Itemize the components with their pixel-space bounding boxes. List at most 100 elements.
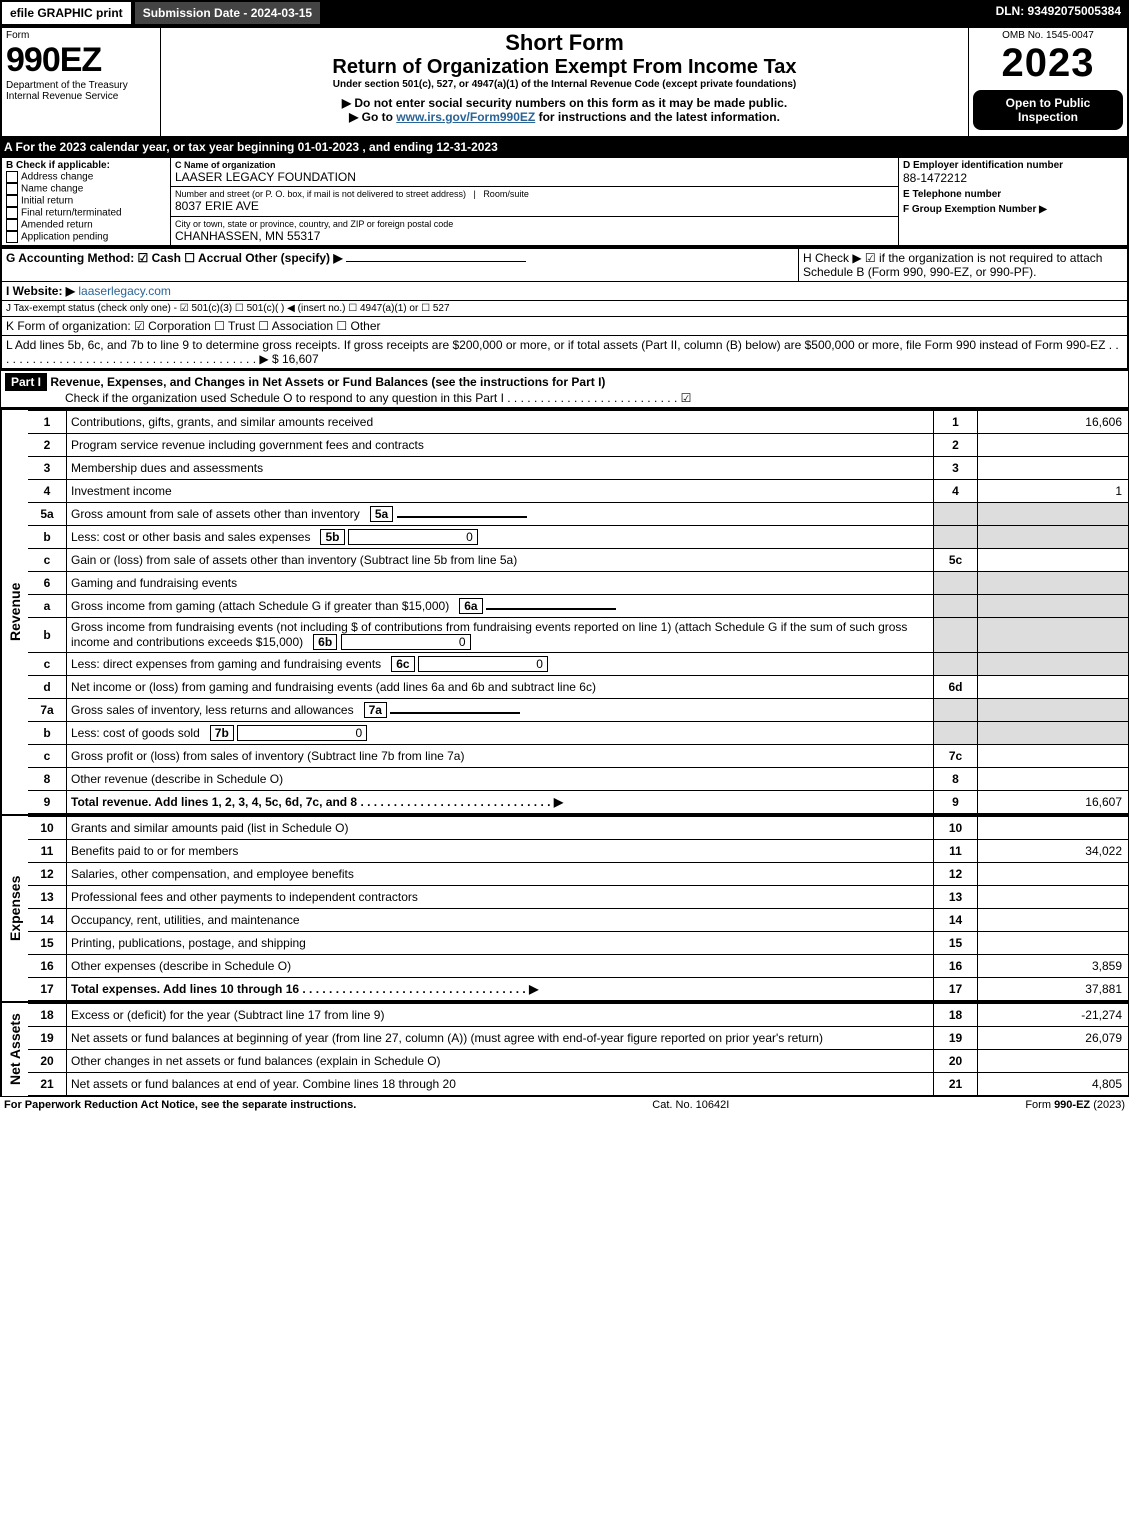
goto-link[interactable]: ▶ Go to www.irs.gov/Form990EZ for instru…	[165, 110, 964, 124]
line-6a-val-shade	[978, 595, 1129, 618]
tax-year: 2023	[973, 41, 1123, 86]
line-10-desc: Grants and similar amounts paid (list in…	[67, 817, 934, 840]
netassets-vlabel: Net Assets	[0, 1003, 28, 1096]
line-17-box: 17	[934, 978, 978, 1001]
checkbox-name-change[interactable]	[6, 183, 18, 195]
line-13-box: 13	[934, 886, 978, 909]
checkbox-initial-return[interactable]	[6, 195, 18, 207]
box-f-label: F Group Exemption Number ▶	[903, 204, 1123, 215]
line-20-desc: Other changes in net assets or fund bala…	[67, 1050, 934, 1073]
line-14-num: 14	[28, 909, 67, 932]
line-21-num: 21	[28, 1073, 67, 1096]
line-17-desc: Total expenses. Add lines 10 through 16 …	[67, 978, 934, 1001]
line-6a-subval	[486, 608, 616, 610]
line-21-box: 21	[934, 1073, 978, 1096]
line-15-val	[978, 932, 1129, 955]
line-12-num: 12	[28, 863, 67, 886]
line-14-box: 14	[934, 909, 978, 932]
part1-bar: Part I	[5, 373, 47, 391]
line-19-num: 19	[28, 1027, 67, 1050]
line-7a-sub: 7a	[364, 702, 387, 718]
line-5b-num: b	[28, 526, 67, 549]
checkbox-final-return[interactable]	[6, 207, 18, 219]
revenue-vlabel: Revenue	[0, 410, 28, 814]
line-1-box: 1	[934, 411, 978, 434]
line-7a-num: 7a	[28, 699, 67, 722]
line-13-val	[978, 886, 1129, 909]
line-2-val	[978, 434, 1129, 457]
footer-left: For Paperwork Reduction Act Notice, see …	[4, 1099, 356, 1111]
submission-date-label: Submission Date - 2024-03-15	[133, 0, 322, 26]
line-6a-num: a	[28, 595, 67, 618]
line-5b-subval: 0	[348, 529, 478, 545]
box-e-label: E Telephone number	[903, 189, 1123, 200]
form-number: 990EZ	[6, 41, 156, 80]
line-16-num: 16	[28, 955, 67, 978]
line-8-num: 8	[28, 768, 67, 791]
line-5c-val	[978, 549, 1129, 572]
line-17-num: 17	[28, 978, 67, 1001]
line-5a-box-shade	[934, 503, 978, 526]
ssn-warning: ▶ Do not enter social security numbers o…	[165, 96, 964, 110]
line-6b-box-shade	[934, 618, 978, 653]
org-name: LAASER LEGACY FOUNDATION	[175, 170, 894, 184]
label-initial-return: Initial return	[21, 196, 73, 207]
efile-print-label[interactable]: efile GRAPHIC print	[0, 0, 133, 26]
top-bar: efile GRAPHIC print Submission Date - 20…	[0, 0, 1129, 26]
line-5a-desc: Gross amount from sale of assets other t…	[71, 507, 360, 521]
revenue-section: Revenue 1Contributions, gifts, grants, a…	[0, 408, 1129, 814]
methods-table: G Accounting Method: ☑ Cash ☐ Accrual Ot…	[0, 247, 1129, 370]
dept-label: Department of the Treasury Internal Reve…	[6, 80, 156, 102]
line-6d-val	[978, 676, 1129, 699]
line-7b-num: b	[28, 722, 67, 745]
expenses-vlabel: Expenses	[0, 816, 28, 1001]
line-7a-val-shade	[978, 699, 1129, 722]
line-7b-subval: 0	[237, 725, 367, 741]
line-5c-num: c	[28, 549, 67, 572]
line-5b-box-shade	[934, 526, 978, 549]
line-6b-val-shade	[978, 618, 1129, 653]
irs-link[interactable]: www.irs.gov/Form990EZ	[396, 110, 535, 124]
line-1-num: 1	[28, 411, 67, 434]
line-6d-desc: Net income or (loss) from gaming and fun…	[67, 676, 934, 699]
line-4-val: 1	[978, 480, 1129, 503]
line-9-desc: Total revenue. Add lines 1, 2, 3, 4, 5c,…	[67, 791, 934, 814]
line-11-desc: Benefits paid to or for members	[67, 840, 934, 863]
checkbox-application-pending[interactable]	[6, 231, 18, 243]
line-6b-desc: Gross income from fundraising events (no…	[71, 620, 907, 649]
line-7b-desc: Less: cost of goods sold	[71, 726, 200, 740]
public-inspection-badge: Open to Public Inspection	[973, 90, 1123, 130]
line-6c-subval: 0	[418, 656, 548, 672]
checkbox-address-change[interactable]	[6, 171, 18, 183]
line-13-desc: Professional fees and other payments to …	[67, 886, 934, 909]
line-6d-box: 6d	[934, 676, 978, 699]
other-specify-field[interactable]	[346, 261, 526, 262]
line-11-val: 34,022	[978, 840, 1129, 863]
line-19-desc: Net assets or fund balances at beginning…	[67, 1027, 934, 1050]
part1-title: Revenue, Expenses, and Changes in Net As…	[50, 375, 605, 389]
line-8-val	[978, 768, 1129, 791]
line-4-num: 4	[28, 480, 67, 503]
checkbox-amended-return[interactable]	[6, 219, 18, 231]
line-1-val: 16,606	[978, 411, 1129, 434]
line-6b-sub: 6b	[313, 634, 337, 650]
footer-cat-no: Cat. No. 10642I	[652, 1099, 729, 1111]
box-d-label: D Employer identification number	[903, 160, 1123, 171]
line-19-box: 19	[934, 1027, 978, 1050]
form-title: Short Form	[165, 30, 964, 56]
line-20-val	[978, 1050, 1129, 1073]
box-c-street-label: Number and street (or P. O. box, if mail…	[175, 189, 894, 199]
box-c-city-label: City or town, state or province, country…	[175, 219, 894, 229]
line-18-desc: Excess or (deficit) for the year (Subtra…	[67, 1004, 934, 1027]
line-5b-val-shade	[978, 526, 1129, 549]
label-application-pending: Application pending	[21, 232, 108, 243]
line-l-gross-receipts: L Add lines 5b, 6c, and 7b to line 9 to …	[1, 336, 1128, 370]
line-6-num: 6	[28, 572, 67, 595]
website-link[interactable]: laaserlegacy.com	[78, 284, 170, 298]
expenses-section: Expenses 10Grants and similar amounts pa…	[0, 814, 1129, 1001]
line-6c-box-shade	[934, 653, 978, 676]
line-15-desc: Printing, publications, postage, and shi…	[67, 932, 934, 955]
line-6c-num: c	[28, 653, 67, 676]
org-street: 8037 ERIE AVE	[175, 199, 894, 213]
line-10-val	[978, 817, 1129, 840]
